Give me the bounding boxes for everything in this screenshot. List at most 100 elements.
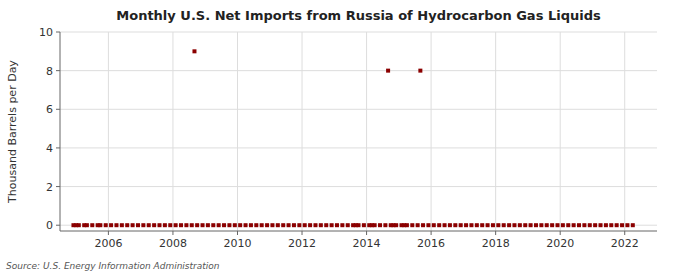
point [141,223,145,227]
point [480,223,484,227]
y-tick-label: 6 [46,103,53,116]
point [195,223,199,227]
y-axis-line [60,32,61,231]
point [292,223,296,227]
point [491,223,495,227]
point [609,223,613,227]
point [437,223,441,227]
point [593,223,597,227]
point [459,223,463,227]
y-tick-label: 10 [39,26,53,39]
y-tick-label: 4 [46,142,53,155]
point [281,223,285,227]
point [174,223,178,227]
point [319,223,323,227]
point [394,223,398,227]
point [405,223,409,227]
x-grid-line [366,32,367,231]
y-axis-label: Thousand Barrels per Day [6,60,19,204]
point [90,223,94,227]
y-grid-line [60,109,657,110]
point [469,223,473,227]
point [254,223,258,227]
point [85,223,89,227]
y-tick [56,109,60,110]
point [631,223,635,227]
point [566,223,570,227]
point [625,223,629,227]
point [448,223,452,227]
x-tick-label: 2006 [94,237,122,250]
point [340,223,344,227]
point [233,223,237,227]
y-tick-label: 0 [46,219,53,232]
point [249,223,253,227]
x-tick [172,231,173,235]
point [227,223,231,227]
point [104,223,108,227]
x-tick [495,231,496,235]
point [201,223,205,227]
x-tick-label: 2016 [417,237,445,250]
source-note: Source: U.S. Energy Information Administ… [6,261,220,271]
y-tick [56,147,60,148]
point [270,223,274,227]
point [620,223,624,227]
point [502,223,506,227]
x-grid-line [302,32,303,231]
point [416,223,420,227]
y-tick [56,225,60,226]
point [518,223,522,227]
point [561,223,565,227]
point [383,223,387,227]
point [410,223,414,227]
point [179,223,183,227]
x-grid-line [624,32,625,231]
x-tick-label: 2010 [223,237,251,250]
point [443,223,447,227]
point [577,223,581,227]
point [125,223,129,227]
x-tick [108,231,109,235]
point [475,223,479,227]
x-tick [366,231,367,235]
point [572,223,576,227]
point [77,223,81,227]
x-tick [302,231,303,235]
point [362,223,366,227]
point [615,223,619,227]
point [534,223,538,227]
point [313,223,317,227]
point [421,223,425,227]
x-tick-label: 2014 [353,237,381,250]
grid [60,32,657,231]
y-grid-line [60,70,657,71]
point [157,223,161,227]
point [168,223,172,227]
point [582,223,586,227]
point [324,223,328,227]
point [529,223,533,227]
point [260,223,264,227]
point [357,223,361,227]
y-grid-line [60,186,657,187]
point [276,223,280,227]
point [217,223,221,227]
point [131,223,135,227]
point [545,223,549,227]
point [464,223,468,227]
points [71,49,634,227]
x-grid-line [431,32,432,231]
x-tick-label: 2018 [482,237,510,250]
point [507,223,511,227]
y-tick-label: 2 [46,181,53,194]
y-grid-line [60,32,657,33]
point [453,223,457,227]
point [523,223,527,227]
point [206,223,210,227]
point [335,223,339,227]
point [426,223,430,227]
point [539,223,543,227]
point [109,223,113,227]
point [432,223,436,227]
